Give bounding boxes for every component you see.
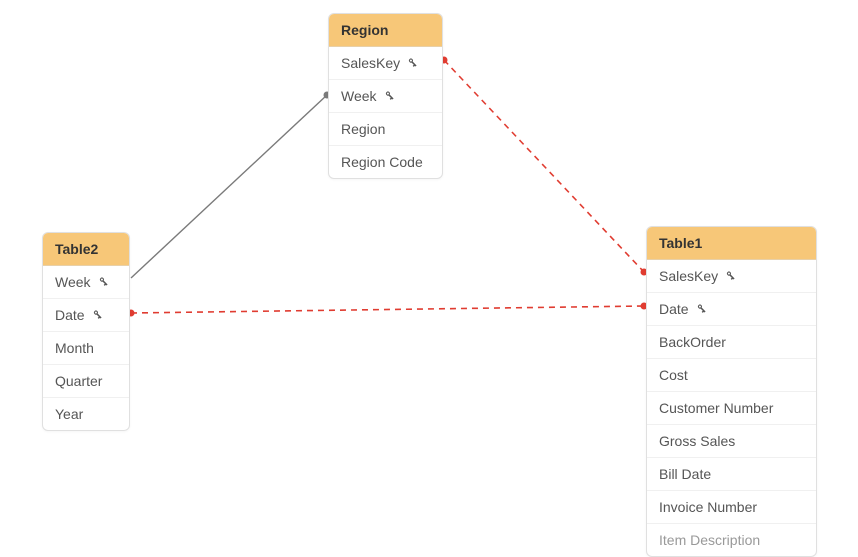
field-label: SalesKey (659, 268, 718, 284)
field-saleskey[interactable]: SalesKey (647, 260, 816, 293)
field-quarter[interactable]: Quarter (43, 365, 129, 398)
field-date[interactable]: Date (647, 293, 816, 326)
field-label: Invoice Number (659, 499, 757, 515)
key-icon (97, 276, 109, 288)
key-icon (406, 57, 418, 69)
field-week[interactable]: Week (43, 266, 129, 299)
field-year[interactable]: Year (43, 398, 129, 430)
key-icon (724, 270, 736, 282)
field-customer-number[interactable]: Customer Number (647, 392, 816, 425)
field-label: Date (55, 307, 85, 323)
field-gross-sales[interactable]: Gross Sales (647, 425, 816, 458)
key-icon (91, 309, 103, 321)
field-label: BackOrder (659, 334, 726, 350)
field-label: Month (55, 340, 94, 356)
field-region-code[interactable]: Region Code (329, 146, 442, 178)
field-backorder[interactable]: BackOrder (647, 326, 816, 359)
key-icon (695, 303, 707, 315)
field-saleskey[interactable]: SalesKey (329, 47, 442, 80)
table-table1[interactable]: Table1 SalesKey Date BackOrder Cost Cust… (646, 226, 817, 557)
field-region[interactable]: Region (329, 113, 442, 146)
field-label: Region Code (341, 154, 423, 170)
field-date[interactable]: Date (43, 299, 129, 332)
field-label: SalesKey (341, 55, 400, 71)
field-cost[interactable]: Cost (647, 359, 816, 392)
table-title: Table1 (647, 227, 816, 260)
field-month[interactable]: Month (43, 332, 129, 365)
field-label: Customer Number (659, 400, 773, 416)
table-table2[interactable]: Table2 Week Date Month Quarter Year (42, 232, 130, 431)
field-label: Cost (659, 367, 688, 383)
field-week[interactable]: Week (329, 80, 442, 113)
field-label: Date (659, 301, 689, 317)
field-label: Region (341, 121, 385, 137)
field-label: Week (55, 274, 91, 290)
field-label: Quarter (55, 373, 102, 389)
table-region[interactable]: Region SalesKey Week Region Region Code (328, 13, 443, 179)
field-label: Gross Sales (659, 433, 735, 449)
field-label: Item Description (659, 532, 760, 548)
field-invoice-number[interactable]: Invoice Number (647, 491, 816, 524)
table-title: Region (329, 14, 442, 47)
diagram-canvas: Region SalesKey Week Region Region Code … (0, 0, 858, 535)
table-title: Table2 (43, 233, 129, 266)
field-label: Week (341, 88, 377, 104)
key-icon (383, 90, 395, 102)
field-bill-date[interactable]: Bill Date (647, 458, 816, 491)
field-item-description[interactable]: Item Description (647, 524, 816, 556)
field-label: Bill Date (659, 466, 711, 482)
field-label: Year (55, 406, 83, 422)
